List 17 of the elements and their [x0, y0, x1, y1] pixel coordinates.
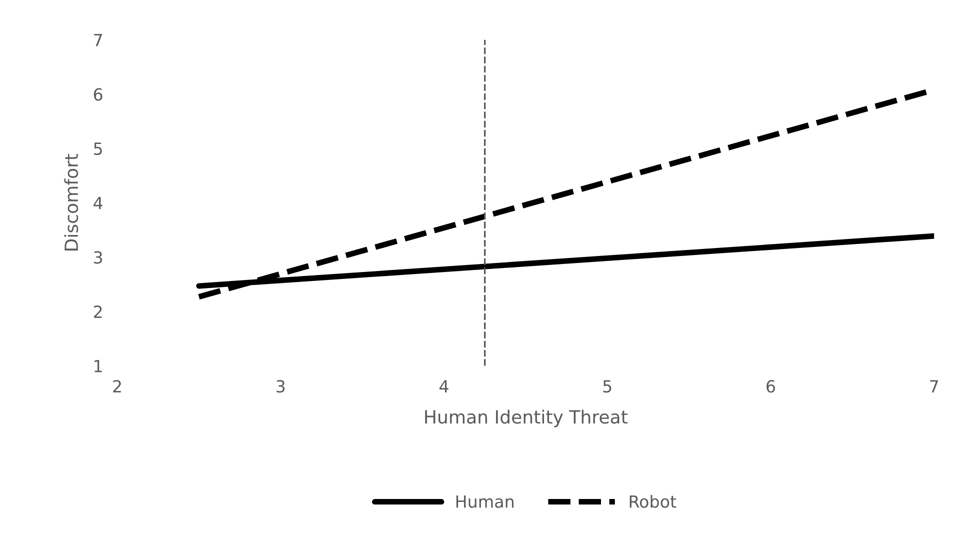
x-tick-label: 2 — [113, 380, 121, 392]
x-axis-title: Human Identity Threat — [425, 410, 628, 428]
x-tick-label: 7 — [930, 380, 938, 392]
y-tick-label: 6 — [94, 88, 102, 101]
legend-label: Robot — [630, 494, 676, 508]
y-axis-title: Discomfort — [64, 154, 78, 250]
y-tick-label: 1 — [94, 360, 102, 372]
x-tick-label: 4 — [439, 380, 448, 392]
x-tick-label: 5 — [603, 380, 612, 393]
legend-label: Human — [456, 495, 514, 508]
y-tick-label: 3 — [94, 251, 102, 264]
y-tick-label: 7 — [94, 34, 102, 46]
y-tick-label: 2 — [94, 305, 102, 318]
x-tick-label: 6 — [766, 380, 775, 393]
x-tick-label: 3 — [276, 380, 285, 393]
y-tick-label: 4 — [94, 197, 102, 210]
y-tick-label: 5 — [94, 142, 102, 156]
